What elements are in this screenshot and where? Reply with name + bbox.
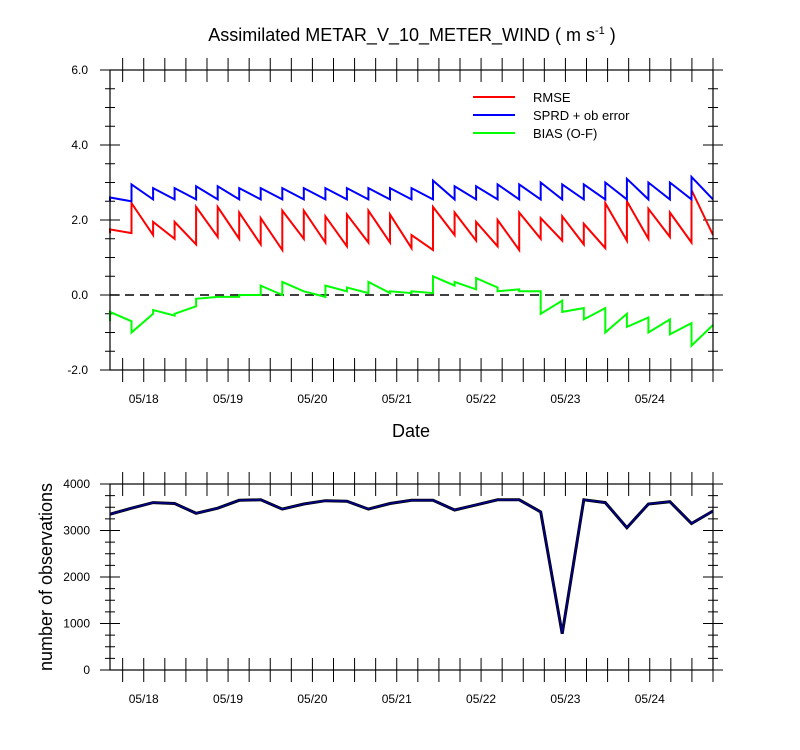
series-line-sprd-ob-error bbox=[109, 174, 714, 203]
x-tick-label: 05/19 bbox=[213, 392, 243, 406]
y-tick-label: 2.0 bbox=[71, 213, 88, 227]
chart-title: Assimilated METAR_V_10_METER_WIND ( m s-… bbox=[208, 25, 616, 46]
observations-line-shadow bbox=[109, 498, 714, 634]
y-axis-title: number of observations bbox=[36, 483, 56, 671]
y-tick-label: 4.0 bbox=[71, 138, 88, 152]
y-tick-label: 1000 bbox=[63, 617, 90, 631]
x-tick-label: 05/20 bbox=[297, 392, 327, 406]
y-tick-label: 6.0 bbox=[71, 63, 88, 77]
y-tick-label: -2.0 bbox=[67, 363, 88, 377]
x-tick-label: 05/18 bbox=[129, 392, 159, 406]
legend-label: RMSE bbox=[533, 90, 571, 105]
x-tick-label: 05/20 bbox=[297, 692, 327, 706]
bottom-x-tick-labels: 05/18 05/19 05/20 05/21 05/22 05/23 05/24 bbox=[129, 692, 665, 706]
top-plot-frame bbox=[109, 69, 714, 371]
bottom-y-tick-labels: 0 1000 2000 3000 4000 bbox=[63, 477, 90, 677]
series-line-rmse bbox=[109, 189, 714, 254]
bottom-plot-frame bbox=[109, 483, 714, 671]
bottom-ticks-group bbox=[100, 472, 723, 682]
y-tick-label: 4000 bbox=[63, 477, 90, 491]
legend: RMSE SPRD + ob error BIAS (O-F) bbox=[473, 90, 630, 141]
x-tick-label: 05/24 bbox=[635, 392, 665, 406]
x-tick-label: 05/21 bbox=[382, 692, 412, 706]
top-series-group bbox=[109, 174, 714, 348]
top-y-tick-labels: -2.0 0.0 2.0 4.0 6.0 bbox=[67, 63, 88, 377]
y-tick-label: 3000 bbox=[63, 524, 90, 538]
x-tick-label: 05/23 bbox=[550, 692, 580, 706]
top-ticks-group bbox=[100, 58, 723, 382]
series-line-bias-o-f- bbox=[109, 274, 714, 348]
x-tick-label: 05/24 bbox=[635, 692, 665, 706]
y-tick-label: 2000 bbox=[63, 570, 90, 584]
x-tick-label: 05/22 bbox=[466, 692, 496, 706]
top-x-tick-labels: 05/18 05/19 05/20 05/21 05/22 05/23 05/24 bbox=[129, 392, 665, 406]
x-tick-label: 05/21 bbox=[382, 392, 412, 406]
x-tick-label: 05/22 bbox=[466, 392, 496, 406]
y-tick-label: 0.0 bbox=[71, 288, 88, 302]
x-axis-title: Date bbox=[392, 421, 430, 441]
legend-label: SPRD + ob error bbox=[533, 108, 630, 123]
bottom-series-group bbox=[109, 498, 714, 634]
x-tick-label: 05/23 bbox=[550, 392, 580, 406]
top-panel: -2.00.02.04.06.0 05/18 05/19 05/20 05/21 05/… bbox=[67, 58, 723, 406]
legend-label: BIAS (O-F) bbox=[533, 126, 597, 141]
x-tick-label: 05/19 bbox=[213, 692, 243, 706]
observations-line bbox=[109, 498, 714, 634]
x-tick-label: 05/18 bbox=[129, 692, 159, 706]
y-tick-label: 0 bbox=[83, 663, 90, 677]
